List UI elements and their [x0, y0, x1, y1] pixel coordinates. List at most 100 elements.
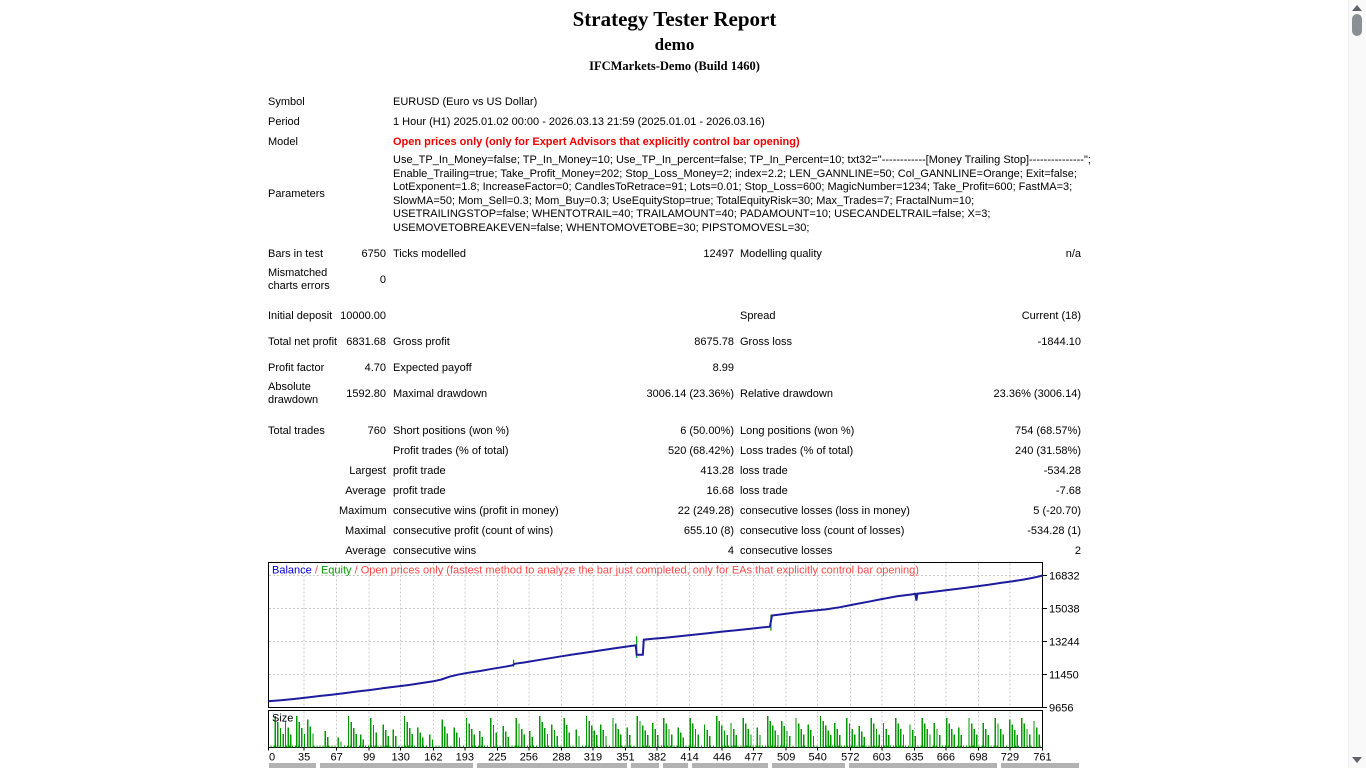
size-bar: [1027, 745, 1029, 748]
size-bar: [883, 745, 885, 748]
size-bar: [492, 725, 495, 748]
size-bar: [578, 736, 580, 748]
size-bar: [447, 745, 449, 748]
x-axis-label: 162: [424, 752, 442, 764]
size-bar: [951, 728, 953, 748]
size-bar: [389, 745, 391, 748]
size-bar: [383, 745, 385, 748]
size-bar: [838, 745, 840, 748]
size-bar: [700, 745, 702, 748]
size-bar: [328, 745, 330, 748]
size-bar: [957, 745, 959, 748]
report-row: Average consecutive wins 4 consecutive loss…: [268, 541, 1081, 561]
parameter-line: Enable_Trailing=true; Take_Profit_Money=…: [393, 167, 1077, 180]
report-header: Strategy Tester Report demo IFCMarkets-D…: [0, 0, 1349, 74]
size-bar: [816, 745, 818, 748]
size-bar: [478, 745, 480, 748]
size-bar: [1038, 734, 1040, 748]
table-header-strip: [849, 763, 997, 768]
size-bar: [880, 745, 882, 748]
size-bar: [301, 727, 303, 748]
scrollbar-thumb[interactable]: [1352, 14, 1362, 36]
size-bar: [689, 717, 691, 748]
stat-value: 8.99: [712, 361, 734, 374]
size-bar: [691, 745, 693, 748]
size-bar: [319, 745, 321, 748]
size-bar: [878, 734, 880, 748]
size-bar: [407, 745, 409, 748]
size-bar: [851, 728, 853, 748]
scroll-up-icon[interactable]: [1352, 5, 1362, 11]
size-bar: [368, 745, 370, 748]
size-bar: [453, 727, 455, 748]
size-bar: [834, 722, 836, 748]
size-bar: [854, 734, 856, 748]
report-row: Period 1 Hour (H1) 2025.01.02 00:00 - 202…: [268, 112, 1080, 132]
size-bar: [584, 745, 586, 748]
vertical-scrollbar[interactable]: [1348, 0, 1366, 768]
size-bar: [303, 733, 306, 748]
size-bar: [651, 722, 654, 748]
size-bar: [933, 722, 936, 748]
size-bar: [858, 726, 860, 748]
equity-chart-svg: 16832 15038 13244 11450 9656 0 35 67 99 130 162 193…: [268, 562, 1080, 768]
size-bar: [938, 735, 941, 748]
size-bar: [481, 737, 483, 748]
x-axis-label: 540: [809, 752, 827, 764]
size-bar: [276, 745, 278, 748]
x-axis-label: 130: [392, 752, 410, 764]
size-bar: [417, 727, 419, 748]
balance-plot-area: [268, 562, 1043, 708]
size-bar: [905, 745, 907, 748]
size-bar: [694, 728, 697, 748]
size-bar: [568, 732, 571, 748]
scroll-down-icon[interactable]: [1352, 757, 1362, 763]
size-bar: [602, 730, 605, 748]
size-bar: [709, 735, 711, 748]
size-bar: [924, 723, 926, 748]
size-bar: [804, 745, 806, 748]
size-bar: [709, 745, 711, 748]
size-bar: [873, 723, 875, 748]
size-axis-label: Size: [272, 713, 293, 725]
size-bar: [917, 745, 919, 748]
stat-value: Maximal: [345, 524, 386, 537]
size-bar: [422, 737, 424, 748]
size-bar: [409, 727, 411, 748]
size-bar: [730, 722, 732, 748]
size-bar: [756, 727, 759, 748]
size-bar: [588, 720, 590, 748]
size-bar: [479, 731, 481, 748]
size-bar: [496, 745, 498, 748]
size-bar: [911, 730, 914, 748]
size-bar: [556, 735, 558, 748]
size-bar: [372, 725, 375, 748]
report-row: Bars in test 6750 Ticks modelled 12497 Model…: [268, 244, 1081, 264]
stat-value: 4.70: [364, 361, 386, 374]
size-bar: [365, 745, 367, 748]
size-bar: [732, 728, 735, 748]
x-axis-label: 319: [584, 752, 602, 764]
report-subtitle: demo: [654, 35, 695, 54]
size-bar: [1014, 730, 1016, 748]
stat-label: Relative drawdown: [740, 387, 833, 400]
size-bar: [270, 745, 272, 748]
x-axis-label: 509: [777, 752, 795, 764]
x-axis-label: 477: [744, 752, 762, 764]
x-axis-label: 729: [1001, 752, 1019, 764]
size-bar: [975, 745, 977, 748]
size-bar: [316, 745, 318, 748]
report-row: Average profit trade 16.68 loss trade -7.68: [268, 481, 1081, 501]
size-bar: [294, 745, 296, 748]
size-bar: [807, 724, 809, 748]
stat-label: consecutive wins: [393, 544, 477, 557]
x-axis-label: 382: [648, 752, 666, 764]
size-bar: [471, 728, 473, 748]
size-bar: [663, 717, 665, 748]
stat-value: n/a: [1065, 247, 1081, 260]
size-bar: [563, 717, 565, 748]
stat-label: Spread: [740, 309, 776, 322]
size-bar: [996, 745, 998, 748]
size-bar: [920, 745, 922, 748]
size-bar: [1028, 734, 1031, 748]
